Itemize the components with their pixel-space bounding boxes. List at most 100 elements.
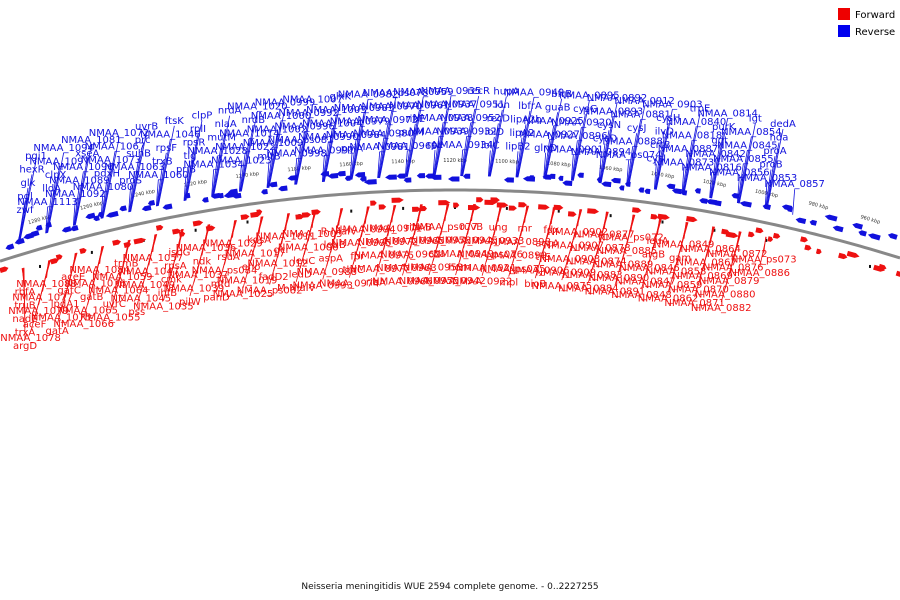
forward-gene-label: NMAA_0942 [425,276,486,287]
reverse-gene-label: ftsK [165,116,184,127]
reverse-gene-label: NMAA_1097 [29,156,90,167]
forward-gene-label: NMAA_0958 [411,236,472,247]
reverse-gene-label: NMAA_1046 [140,129,201,140]
reverse-leader-line [129,145,144,212]
reverse-gene-label: ggt [711,135,728,146]
forward-gene-arrow [240,214,250,220]
reverse-gene-label: NMAA_ps074 [596,150,662,161]
reverse-leader-line [628,106,646,187]
reverse-gene-label: NMAA_1028 [187,146,248,157]
forward-gene-label: NMAA_0972 [358,237,419,248]
forward-gene-label: argB [642,249,665,260]
forward-gene-label: NMAA_1077 [12,293,73,304]
reverse-leader-line [627,133,638,187]
reverse-leader-line [709,158,717,199]
forward-gene-label: NMAA_1075 [31,312,92,323]
reverse-gene-label: rpsR [183,137,206,148]
reverse-gene-label: ppiA [341,144,363,155]
forward-gene-arrow [772,232,781,239]
reverse-gene-label: cysH [656,113,680,124]
forward-gene-label: pilW [179,297,201,308]
forward-gene-label: trxA [15,327,36,338]
reverse-leader-line [240,111,258,192]
reverse-leader-line [765,155,776,209]
forward-leader-line [242,216,264,289]
reverse-gene-arrow [666,183,676,190]
reverse-leader-line [683,127,697,194]
forward-gene-arrow [518,202,527,208]
reverse-leader-line [405,123,416,177]
forward-gene-label: NMAA_0921 [456,263,517,274]
reverse-leader-line [294,144,302,185]
reverse-gene-arrow [344,175,351,181]
reverse-gene-label: NMAA_0842 [685,149,746,160]
forward-gene-label: mfd [211,279,231,290]
reverse-leader-line [130,131,148,212]
reverse-leader-line [351,99,369,180]
reverse-gene-arrow [105,210,119,218]
reverse-gene-arrow [694,188,701,194]
reverse-gene-arrow [268,181,278,188]
reverse-gene-label: glxK [330,92,352,103]
forward-gene-label: gatA [46,326,69,337]
reverse-leader-line [433,136,440,177]
forward-gene-label: NMAA_0971 [362,223,423,234]
reverse-gene-label: rplI [190,124,206,135]
reverse-gene-label: NMAA_0992 [278,108,339,119]
label-leader-layer [17,95,796,340]
reverse-leader-line [517,110,531,178]
forward-gene-label: tilS [535,252,551,263]
reverse-leader-line [213,115,231,196]
reverse-gene-label: NMAA_0959 [393,87,454,98]
reverse-gene-arrow [712,200,722,207]
reverse-gene-label: proS [119,176,142,187]
forward-gene-label: NMAA_1045 [111,293,172,304]
legend-reverse-label: Reverse [855,27,895,38]
reverse-gene-label: cysI [647,154,667,165]
reverse-gene-label: NMAA_0990 [298,132,359,143]
reverse-gene-label: NMAA_0925 [523,116,584,127]
reverse-leader-line [736,177,740,204]
reverse-leader-line [766,128,784,210]
reverse-leader-line [323,101,341,182]
reverse-gene-label: trxB [152,156,173,167]
forward-leader-line [481,204,503,276]
forward-gene-label: NMAA_1012 [247,259,308,270]
reverse-leader-line [571,141,578,181]
reverse-leader-line [18,187,29,242]
reverse-leader-line [19,174,33,242]
reverse-leader-line [543,139,551,179]
reverse-gene-label: NMAA_0853 [737,173,798,184]
forward-gene-label: NMAA_0994 [335,225,396,236]
forward-leader-line [269,213,291,285]
forward-gene-arrow [846,250,860,258]
forward-gene-arrow [567,211,577,217]
forward-gene-label: NMAA_0879 [699,276,760,287]
tick-label: 1080 kbp [547,161,571,169]
reverse-gene-label: NMAA_0881 [610,110,671,121]
reverse-leader-line [46,179,57,234]
forward-leader-line [30,259,51,333]
reverse-gene-arrow [354,172,366,178]
forward-gene-label: NMAA_0886 [729,268,790,279]
reverse-gene-label: NMAA_0983 [334,103,395,114]
forward-gene-arrow [538,204,550,210]
forward-gene-label: NMAA_1049 [115,280,176,291]
reverse-gene-label: recR [467,86,490,97]
reverse-gene-label: NMAA_ps081 [268,135,334,146]
forward-gene-label: NMAA_1076 [65,278,126,289]
tick-label: 1200 kbp [235,171,259,180]
legend-forward-swatch [838,8,850,20]
reverse-gene-label: NMAA_0912 [614,96,675,107]
reverse-gene-label: NMAA_1113 [17,197,78,208]
reverse-leader-line [72,199,76,226]
tick-mark [765,238,768,242]
tick-mark [609,214,612,218]
reverse-leader-line [157,139,171,207]
reverse-gene-label: lipA2b [510,114,541,125]
reverse-gene-arrow [638,187,645,193]
reverse-gene-label: NMAA_0970 [361,101,422,112]
reverse-gene-label: NMAA_1034 [183,160,244,171]
forward-gene-label: NMAA_0880 [695,289,756,300]
forward-gene-label: leuD [289,269,312,280]
